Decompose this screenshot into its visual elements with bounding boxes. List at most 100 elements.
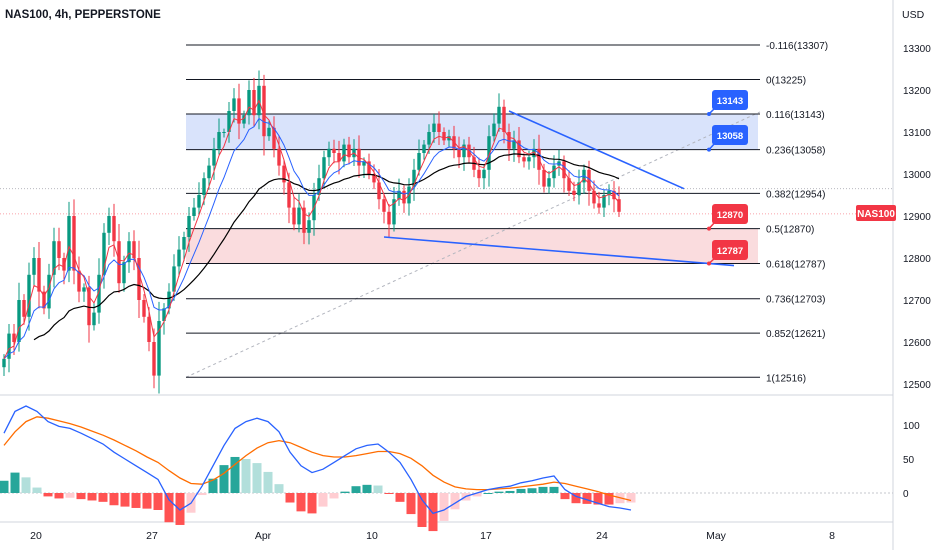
candle-body: [222, 132, 226, 133]
ticker-badge-bg: [856, 205, 896, 221]
candle-body: [47, 274, 51, 309]
macd-histogram-bar: [208, 478, 218, 493]
macd-histogram-bar: [109, 493, 119, 506]
price-axis[interactable]: 13300 13200 13100 13000 12900 12800 12700 12600…: [903, 44, 931, 500]
macd-histogram-bar: [417, 493, 427, 527]
time-tick-label: 8: [829, 530, 835, 542]
candle-body: [92, 312, 96, 326]
candle-body: [197, 195, 201, 208]
candle-body: [107, 216, 111, 233]
macd-histogram-bar: [560, 493, 570, 500]
candle-body: [42, 291, 46, 309]
macd-histogram-bar: [516, 488, 526, 493]
fib-level-label: 0.382(12954): [766, 189, 826, 200]
currency-label: USD: [902, 9, 925, 21]
candle-body: [247, 90, 251, 116]
candle-body: [77, 270, 81, 292]
macd-histogram-bar: [582, 493, 592, 504]
ema-fast-line: [3, 99, 620, 360]
fib-level-label: 0.5(12870): [766, 225, 814, 236]
price-tick-label: 13200: [903, 86, 931, 97]
grid: [0, 0, 894, 550]
candle-body: [487, 136, 491, 170]
fib-level-label: 0.236(13058): [766, 146, 826, 157]
price-tick-label: 12600: [903, 338, 931, 349]
candle-body: [512, 140, 516, 149]
fib-retracement[interactable]: -0.116(13307) 0(13225) 0.116(13143) 0.236(1…: [185, 41, 828, 384]
candle-body: [2, 358, 6, 368]
candle-body: [462, 144, 466, 158]
candle-body: [457, 148, 461, 158]
candle-body: [72, 216, 76, 271]
fib-level-label: 0.618(12787): [766, 259, 826, 270]
candle-body: [157, 321, 161, 376]
callout-label: 13058: [717, 131, 743, 142]
ticker-badge[interactable]: NAS100: [856, 205, 896, 221]
macd-histogram-bar: [197, 493, 207, 496]
macd-histogram-bar: [340, 491, 350, 493]
candle-body: [362, 161, 366, 166]
candle-body: [242, 115, 246, 124]
callout-anchor: [707, 226, 711, 231]
callout-box: [712, 240, 748, 260]
macd-histogram-bar: [307, 493, 317, 514]
macd-histogram-bar: [538, 486, 548, 493]
macd-histogram-bar: [76, 493, 86, 500]
candle-body: [137, 258, 141, 300]
candle-body: [132, 241, 136, 258]
macd-histogram-bar: [395, 493, 405, 502]
candle-body: [612, 190, 616, 200]
candle-body: [212, 148, 216, 166]
candle-body: [417, 153, 421, 170]
macd-histogram-bar: [604, 493, 614, 505]
fib-level-label: 0.736(12703): [766, 295, 826, 306]
zones: [186, 113, 758, 264]
candle-body: [547, 178, 551, 187]
candle-body: [337, 153, 341, 162]
candle-body: [82, 287, 86, 292]
time-axis[interactable]: 20 27 Apr 10 17 24 May 8: [30, 530, 835, 542]
candle-body: [207, 165, 211, 179]
candle-body: [357, 148, 361, 166]
candle-body: [342, 144, 346, 162]
fib-level-label: -0.116(13307): [766, 41, 828, 52]
price-tick-label: 12900: [903, 212, 931, 223]
callout-anchor: [707, 147, 711, 152]
candle-body: [567, 178, 571, 191]
macd-histogram-bar: [230, 456, 240, 493]
time-tick-label: 24: [596, 530, 608, 542]
signal-line: [3, 416, 632, 502]
callout-box: [712, 90, 748, 110]
macd-histogram-bar: [351, 486, 361, 493]
fib-level-label: 1(12516): [766, 373, 806, 384]
callouts: 13143 13058 12870 12787: [707, 90, 748, 266]
macd-histogram-bar: [472, 493, 482, 497]
macd-tick-label: 100: [903, 421, 920, 432]
candle-body: [232, 98, 236, 111]
macd-histogram-bar: [65, 493, 75, 498]
macd-histogram-bar: [21, 477, 31, 493]
price-candles: [2, 70, 621, 394]
candle-body: [377, 182, 381, 200]
candle-body: [507, 132, 511, 149]
candle-body: [347, 144, 351, 158]
candle-body: [427, 132, 431, 145]
macd-histogram-bar: [54, 493, 64, 499]
macd-histogram-bar: [527, 488, 537, 493]
symbol-title: NAS100, 4h, PEPPERSTONE: [5, 9, 161, 21]
candle-body: [297, 207, 301, 225]
macd-histogram-bar: [0, 480, 9, 493]
candle-body: [22, 300, 26, 317]
candle-body: [227, 111, 231, 132]
candle-body: [302, 207, 306, 233]
macd-histogram-bar: [219, 465, 229, 493]
macd-tick-label: 50: [903, 455, 915, 466]
candle-body: [277, 148, 281, 166]
price-tick-label: 12800: [903, 254, 931, 265]
macd-tick-label: 0: [903, 489, 909, 500]
candle-body: [397, 190, 401, 200]
candle-body: [617, 199, 621, 212]
macd-histogram-bar: [175, 493, 185, 525]
trendlines[interactable]: [383, 110, 735, 267]
